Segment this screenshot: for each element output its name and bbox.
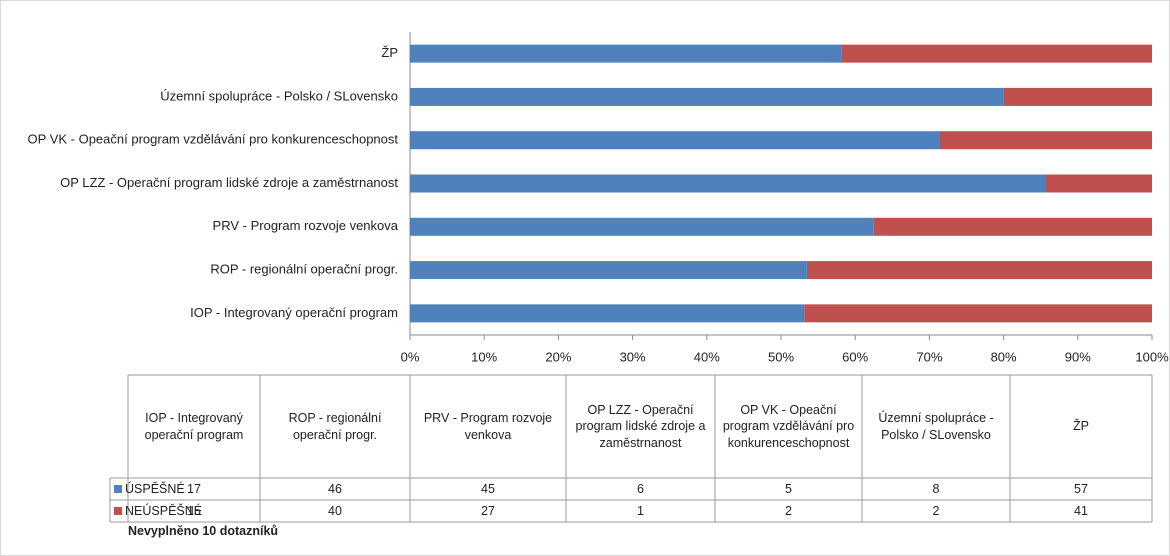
y-tick-label: ROP - regionální operační progr. bbox=[210, 262, 398, 277]
x-tick-label: 10% bbox=[471, 349, 497, 364]
legend-label: ÚSPĚŠNÉ bbox=[125, 482, 185, 496]
legend-item: ÚSPĚŠNÉ bbox=[114, 478, 185, 500]
bar-segment bbox=[410, 87, 1004, 106]
table-value: 46 bbox=[328, 481, 342, 496]
table-value: 40 bbox=[328, 503, 342, 518]
x-tick-label: 40% bbox=[694, 349, 720, 364]
table-value: 45 bbox=[481, 481, 495, 496]
bar-segment bbox=[410, 131, 940, 150]
y-tick-label: Územní spolupráce - Polsko / SLovensko bbox=[160, 88, 398, 103]
bar-segment bbox=[873, 217, 1152, 236]
table-value: 15 bbox=[187, 503, 201, 518]
y-tick-label: PRV - Program rozvoje venkova bbox=[213, 218, 399, 233]
x-tick-label: 70% bbox=[916, 349, 942, 364]
x-tick-label: 100% bbox=[1135, 349, 1169, 364]
bar-segment bbox=[806, 261, 1152, 280]
bar-segment bbox=[841, 44, 1152, 63]
table-header: ŽP bbox=[1073, 419, 1089, 434]
table-header: IOP - Integrovaný operační program bbox=[144, 411, 244, 442]
legend-key bbox=[114, 485, 122, 493]
bar-segment bbox=[410, 44, 842, 63]
bar-segment bbox=[1003, 87, 1152, 106]
table-value: 2 bbox=[932, 503, 940, 518]
table-value: 57 bbox=[1074, 481, 1088, 496]
legend-item: NEÚSPĚŠNÉ bbox=[114, 500, 202, 522]
table-header: ROP - regionální operační progr. bbox=[288, 411, 382, 442]
table-header: PRV - Program rozvoje venkova bbox=[423, 411, 553, 442]
x-tick-label: 90% bbox=[1065, 349, 1091, 364]
x-tick-label: 30% bbox=[620, 349, 646, 364]
table-header: Územní spolupráce - Polsko / SLovensko bbox=[878, 411, 994, 442]
bar-segment bbox=[940, 131, 1152, 150]
y-tick-label: OP VK - Opeační program vzdělávání pro k… bbox=[28, 132, 399, 147]
table-header: OP LZZ - Operační program lidské zdroje … bbox=[575, 403, 706, 450]
bar-segment bbox=[410, 261, 807, 280]
table-value: 27 bbox=[481, 503, 495, 518]
y-tick-label: ŽP bbox=[381, 45, 398, 60]
table-value: 17 bbox=[187, 481, 201, 496]
table-value: 1 bbox=[637, 503, 644, 518]
bar-segment bbox=[1046, 174, 1152, 193]
legend-label: NEÚSPĚŠNÉ bbox=[125, 504, 203, 518]
x-tick-label: 50% bbox=[768, 349, 794, 364]
y-tick-label: IOP - Integrovaný operační program bbox=[190, 305, 398, 320]
table-value: 6 bbox=[637, 481, 644, 496]
legend-key bbox=[114, 507, 122, 515]
bar-segment bbox=[410, 217, 874, 236]
x-tick-label: 20% bbox=[545, 349, 571, 364]
table-value: 5 bbox=[785, 481, 792, 496]
table-header: OP VK - Opeační program vzdělávání pro k… bbox=[722, 403, 855, 450]
table-value: 8 bbox=[932, 481, 940, 496]
note: Nevyplněno 10 dotazníků bbox=[128, 524, 279, 538]
bar-segment bbox=[410, 304, 805, 323]
x-tick-label: 80% bbox=[991, 349, 1017, 364]
x-tick-label: 60% bbox=[842, 349, 868, 364]
x-tick-label: 0% bbox=[401, 349, 420, 364]
bar-segment bbox=[804, 304, 1152, 323]
table-value: 2 bbox=[785, 503, 792, 518]
bar-segment bbox=[410, 174, 1046, 193]
y-tick-label: OP LZZ - Operační program lidské zdroje … bbox=[60, 175, 398, 190]
table-value: 41 bbox=[1074, 503, 1088, 518]
